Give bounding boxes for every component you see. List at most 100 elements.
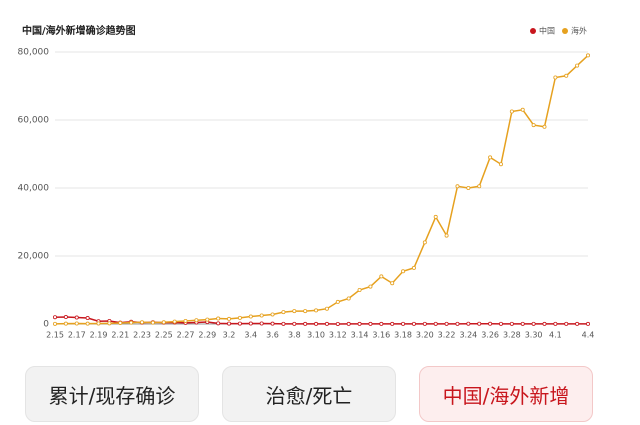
- data-point: [575, 63, 580, 68]
- data-point: [270, 312, 275, 317]
- data-point: [248, 314, 253, 319]
- chart-title: 中国/海外新增确诊趋势图: [22, 24, 136, 37]
- data-point: [498, 321, 503, 326]
- x-tick-label: 3.18: [394, 331, 412, 340]
- data-point: [411, 321, 416, 326]
- data-point: [455, 184, 460, 189]
- data-point: [520, 321, 525, 326]
- data-point: [575, 321, 580, 326]
- data-point: [172, 319, 177, 324]
- data-point: [63, 321, 68, 326]
- series-line: [54, 54, 589, 325]
- data-point: [509, 109, 514, 114]
- data-point: [531, 123, 536, 128]
- y-tick-label: 20,000: [18, 252, 50, 262]
- data-point: [140, 320, 145, 325]
- x-tick-label: 2.21: [111, 331, 129, 340]
- data-point: [520, 107, 525, 112]
- x-tick-label: 3.16: [372, 331, 390, 340]
- data-point: [281, 310, 286, 315]
- data-point: [422, 240, 427, 245]
- x-tick-label: 3.26: [481, 331, 499, 340]
- data-point: [346, 321, 351, 326]
- data-point: [107, 321, 112, 326]
- data-point: [564, 321, 569, 326]
- data-point: [542, 124, 547, 129]
- data-point: [161, 320, 166, 325]
- x-tick-label: 2.23: [133, 331, 151, 340]
- data-point: [85, 316, 90, 321]
- data-point: [314, 308, 319, 313]
- data-point: [455, 321, 460, 326]
- data-point: [248, 321, 253, 326]
- x-tick-label: 4.4: [582, 331, 595, 340]
- data-point: [509, 321, 514, 326]
- tab[interactable]: 治愈/死亡: [222, 366, 396, 422]
- data-point: [466, 321, 471, 326]
- x-tick-label: 3.30: [525, 331, 543, 340]
- data-point: [390, 321, 395, 326]
- data-point: [564, 73, 569, 78]
- x-tick-label: 3.8: [288, 331, 301, 340]
- data-point: [74, 321, 79, 326]
- data-point: [63, 315, 68, 320]
- x-tick-label: 3.22: [438, 331, 456, 340]
- x-tick-label: 2.17: [68, 331, 86, 340]
- x-tick-label: 3.20: [416, 331, 434, 340]
- x-tick-label: 3.10: [307, 331, 325, 340]
- tab[interactable]: 累计/现存确诊: [25, 366, 199, 422]
- data-point: [335, 321, 340, 326]
- y-tick-label: 0: [43, 320, 49, 330]
- data-point: [368, 284, 373, 289]
- x-tick-label: 3.12: [329, 331, 347, 340]
- data-point: [53, 315, 58, 320]
- data-point: [227, 316, 232, 321]
- data-point: [422, 321, 427, 326]
- x-tick-label: 2.27: [177, 331, 195, 340]
- data-point: [542, 321, 547, 326]
- data-point: [194, 318, 199, 323]
- data-point: [324, 306, 329, 311]
- data-point: [259, 321, 264, 326]
- data-point: [498, 162, 503, 167]
- data-point: [433, 321, 438, 326]
- y-tick-label: 80,000: [18, 48, 50, 58]
- legend-label: 海外: [571, 26, 587, 36]
- data-point: [346, 296, 351, 301]
- x-tick-label: 3.4: [244, 331, 257, 340]
- x-tick-label: 3.28: [503, 331, 521, 340]
- y-tick-label: 40,000: [18, 184, 50, 194]
- data-point: [379, 274, 384, 279]
- data-point: [390, 281, 395, 286]
- data-point: [150, 320, 155, 325]
- data-point: [433, 214, 438, 219]
- x-tick-label: 3.14: [351, 331, 369, 340]
- data-point: [586, 53, 591, 58]
- tab[interactable]: 中国/海外新增: [419, 366, 593, 422]
- data-point: [411, 265, 416, 270]
- x-tick-label: 2.25: [155, 331, 173, 340]
- data-point: [444, 321, 449, 326]
- x-tick-label: 3.6: [266, 331, 279, 340]
- x-tick-label: 2.19: [90, 331, 108, 340]
- data-point: [292, 309, 297, 314]
- data-point: [303, 321, 308, 326]
- data-point: [531, 321, 536, 326]
- data-point: [335, 299, 340, 304]
- data-point: [259, 313, 264, 318]
- data-point: [477, 184, 482, 189]
- legend-marker: [562, 28, 568, 34]
- data-point: [237, 315, 242, 320]
- data-point: [553, 321, 558, 326]
- x-tick-label: 4.1: [549, 331, 562, 340]
- data-point: [237, 321, 242, 326]
- data-point: [488, 155, 493, 160]
- data-point: [401, 321, 406, 326]
- data-point: [586, 321, 591, 326]
- data-point: [183, 318, 188, 323]
- data-point: [129, 320, 134, 325]
- data-point: [281, 321, 286, 326]
- chart: 中国/海外新增确诊趋势图 0 20,000 40,000 60,000 80,000 2.…: [18, 24, 595, 340]
- x-tick-label: 3.2: [223, 331, 236, 340]
- data-point: [227, 321, 232, 326]
